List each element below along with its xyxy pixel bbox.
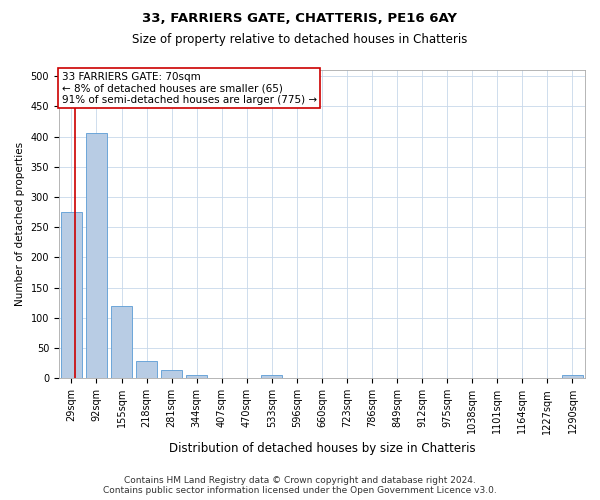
Bar <box>86 134 107 378</box>
Bar <box>61 212 82 378</box>
Text: Size of property relative to detached houses in Chatteris: Size of property relative to detached ho… <box>133 32 467 46</box>
Bar <box>261 374 283 378</box>
Text: Contains HM Land Registry data © Crown copyright and database right 2024.: Contains HM Land Registry data © Crown c… <box>124 476 476 485</box>
X-axis label: Distribution of detached houses by size in Chatteris: Distribution of detached houses by size … <box>169 442 475 455</box>
Bar <box>562 376 583 378</box>
Y-axis label: Number of detached properties: Number of detached properties <box>15 142 25 306</box>
Text: 33, FARRIERS GATE, CHATTERIS, PE16 6AY: 33, FARRIERS GATE, CHATTERIS, PE16 6AY <box>143 12 458 26</box>
Bar <box>161 370 182 378</box>
Text: 33 FARRIERS GATE: 70sqm
← 8% of detached houses are smaller (65)
91% of semi-det: 33 FARRIERS GATE: 70sqm ← 8% of detached… <box>62 72 317 104</box>
Bar <box>111 306 132 378</box>
Text: Contains public sector information licensed under the Open Government Licence v3: Contains public sector information licen… <box>103 486 497 495</box>
Bar <box>186 376 208 378</box>
Bar <box>136 362 157 378</box>
